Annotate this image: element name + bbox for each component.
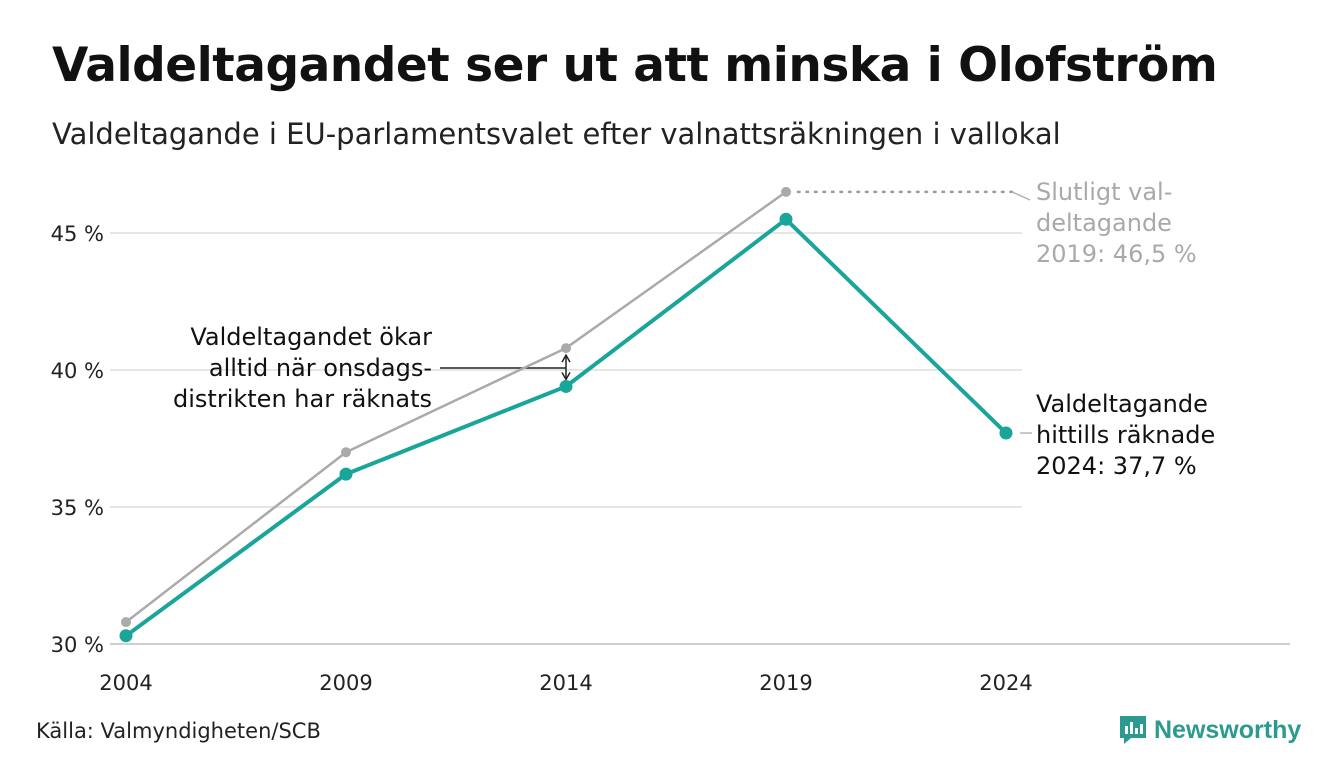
y-axis-ticks: 30 % 35 % 40 % 45 % — [51, 222, 104, 657]
data-point-final — [121, 617, 131, 628]
annotation-counted-2024-line: 2024: 37,7 % — [1036, 452, 1197, 480]
annotation-counted-2024-line: hittills räknade — [1036, 421, 1215, 449]
data-point-counted — [779, 212, 793, 226]
annotation-counted-2024: Valdeltagande hittills räknade 2024: 37,7 … — [1036, 390, 1215, 480]
x-tick-label: 2024 — [979, 671, 1032, 695]
x-tick-label: 2019 — [759, 671, 812, 695]
annotation-counted-2024-line: Valdeltagande — [1036, 390, 1208, 418]
annotation-wednesday-line: alltid när onsdags- — [209, 354, 432, 382]
newsworthy-logo-icon — [1120, 716, 1146, 744]
x-tick-label: 2014 — [539, 671, 592, 695]
chart-subtitle: Valdeltagande i EU-parlamentsvalet efter… — [52, 117, 1061, 151]
annotation-wednesday-line: distrikten har räknats — [173, 385, 432, 413]
data-point-final — [781, 186, 791, 197]
annotation-final-2019-line: deltagande — [1036, 209, 1172, 237]
data-point-final — [341, 447, 351, 458]
chart-title: Valdeltagandet ser ut att minska i Olofs… — [52, 38, 1218, 93]
annotation-final-2019-line: Slutligt val- — [1036, 178, 1172, 206]
x-axis-ticks: 2004 2009 2014 2019 2024 — [99, 671, 1032, 695]
line-chart: 30 % 35 % 40 % 45 % 2004 2009 2014 2019 2024 Sl… — [51, 178, 1290, 695]
annotation-leaders — [440, 190, 1032, 434]
data-point-counted — [559, 379, 573, 393]
arrow-head-down — [561, 372, 571, 381]
annotation-wednesday: Valdeltagandet ökar alltid när onsdags-di… — [173, 323, 432, 413]
annotation-final-2019-line: 2019: 46,5 % — [1036, 240, 1197, 268]
series-line-final — [125, 190, 787, 624]
y-tick-label: 30 % — [51, 633, 104, 657]
source-note: Källa: Valmyndigheten/SCB — [36, 719, 321, 743]
annotations: Slutligt val-deltagande 2019: 46,5 % Valde… — [173, 178, 1215, 480]
annotation-wednesday-line: Valdeltagandet ökar — [190, 323, 432, 351]
data-point-counted — [339, 467, 353, 481]
brand-name: Newsworthy — [1154, 715, 1302, 744]
arrow-head-up — [561, 353, 571, 363]
y-tick-label: 35 % — [51, 496, 104, 520]
x-tick-label: 2009 — [319, 671, 372, 695]
y-tick-label: 45 % — [51, 222, 104, 246]
brand-logo: Newsworthy — [1118, 714, 1301, 746]
data-point-counted — [119, 629, 133, 643]
data-point-final — [561, 343, 571, 354]
y-tick-label: 40 % — [51, 359, 104, 383]
annotation-final-2019: Slutligt val-deltagande 2019: 46,5 % — [1036, 178, 1197, 268]
leader-2019-tail — [1011, 191, 1031, 201]
data-point-counted — [999, 426, 1013, 440]
x-tick-label: 2004 — [99, 671, 152, 695]
series-line-counted — [124, 217, 1008, 638]
series-lines — [119, 186, 1013, 643]
